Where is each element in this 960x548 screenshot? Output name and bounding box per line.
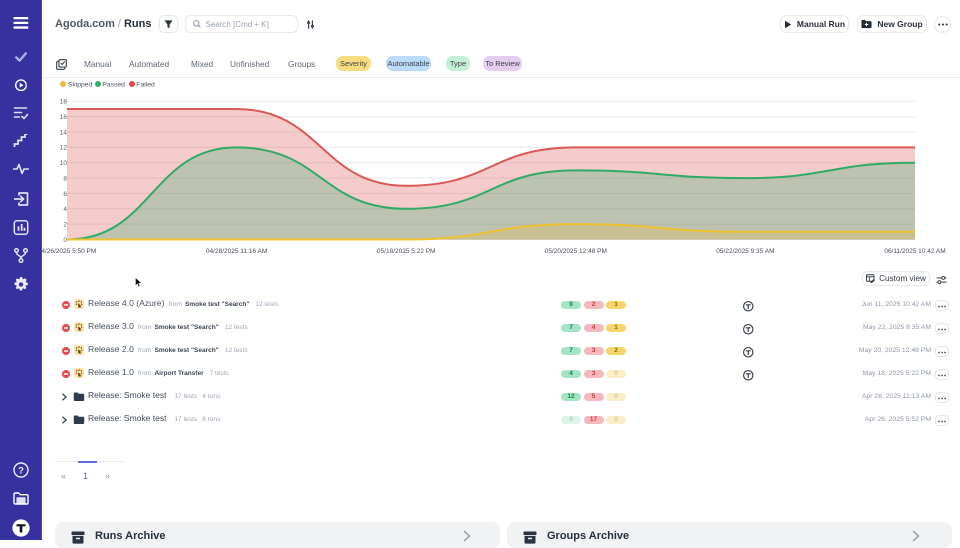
svg-text:4: 4: [63, 206, 67, 213]
svg-text:04/28/2025 11:16 AM: 04/28/2025 11:16 AM: [206, 248, 267, 255]
svg-text:18: 18: [60, 99, 68, 106]
svg-text:12: 12: [60, 145, 68, 152]
svg-text:0: 0: [63, 237, 67, 244]
svg-text:8: 8: [63, 175, 67, 182]
svg-text:6: 6: [63, 191, 67, 198]
svg-text:16: 16: [60, 114, 68, 121]
svg-text:14: 14: [60, 129, 68, 136]
svg-text:10: 10: [60, 160, 68, 167]
svg-text:2: 2: [63, 222, 67, 229]
svg-text:?: ?: [18, 465, 24, 476]
svg-text:05/20/2025 12:48 PM: 05/20/2025 12:48 PM: [545, 248, 607, 255]
svg-text:05/22/2025 9:35 AM: 05/22/2025 9:35 AM: [716, 248, 774, 255]
svg-text:05/18/2025 5:22 PM: 05/18/2025 5:22 PM: [377, 248, 436, 255]
svg-text:06/11/2025 10:42 AM: 06/11/2025 10:42 AM: [884, 248, 945, 255]
svg-text:04/26/2025 5:50 PM: 04/26/2025 5:50 PM: [42, 248, 96, 255]
